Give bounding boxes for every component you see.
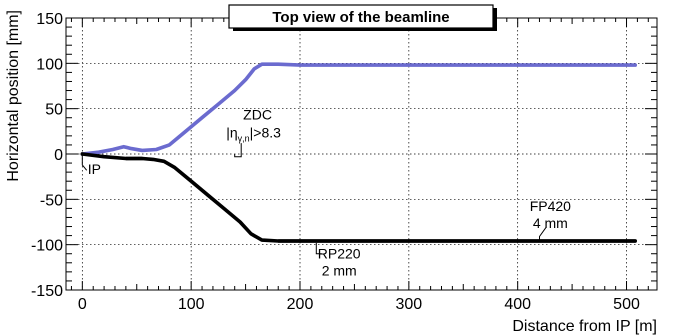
- annotation-leader-zdc: [234, 143, 242, 158]
- x-tick-label: 200: [287, 296, 314, 313]
- beam-trajectory-1: [80, 62, 638, 156]
- y-tick-label: -50: [40, 192, 63, 209]
- x-tick-label: 100: [178, 296, 205, 313]
- title-frame: [228, 4, 494, 29]
- x-tick-label: 0: [78, 296, 87, 313]
- x-tick-label: 400: [504, 296, 531, 313]
- series-group: [80, 62, 638, 243]
- annotation-ip-line-1: IP: [88, 161, 101, 177]
- x-axis-title: Distance from IP [m]: [512, 318, 657, 335]
- beam-trajectory-2: [80, 152, 638, 243]
- chart-title-box: Top view of the beamline: [228, 4, 497, 31]
- axis-ticks: 0 100 200 300 400 500 -150 -100 -50 0 50 100 150: [31, 11, 657, 313]
- y-tick-label: 100: [36, 56, 63, 73]
- y-tick-label: 0: [54, 147, 63, 164]
- y-tick-label: -150: [31, 283, 63, 300]
- annotation-rp220-line-1: RP220: [318, 245, 361, 261]
- annotation-rp220-line-2: 2 mm: [322, 262, 357, 278]
- annotation-leader-ip: [81, 154, 88, 171]
- annotation-zdc-label: ZDC: [243, 107, 272, 123]
- annotation-fp420-line-2: 4 mm: [533, 215, 568, 231]
- y-tick-label: 150: [36, 11, 63, 28]
- x-tick-label: 300: [395, 296, 422, 313]
- y-tick-label: 50: [45, 102, 63, 119]
- chart-title: Top view of the beamline: [272, 9, 449, 26]
- annotation-leader-fp420: [539, 227, 547, 241]
- annotation-fp420-line-1: FP420: [530, 198, 571, 214]
- annotation-zdc-eta: |ηγ,n|>8.3: [226, 125, 281, 144]
- y-tick-label: -100: [31, 238, 63, 255]
- y-axis-title: Horizontal position [mm]: [5, 10, 22, 182]
- x-tick-label: 500: [613, 296, 640, 313]
- annotation-leader-rp220: [315, 242, 322, 255]
